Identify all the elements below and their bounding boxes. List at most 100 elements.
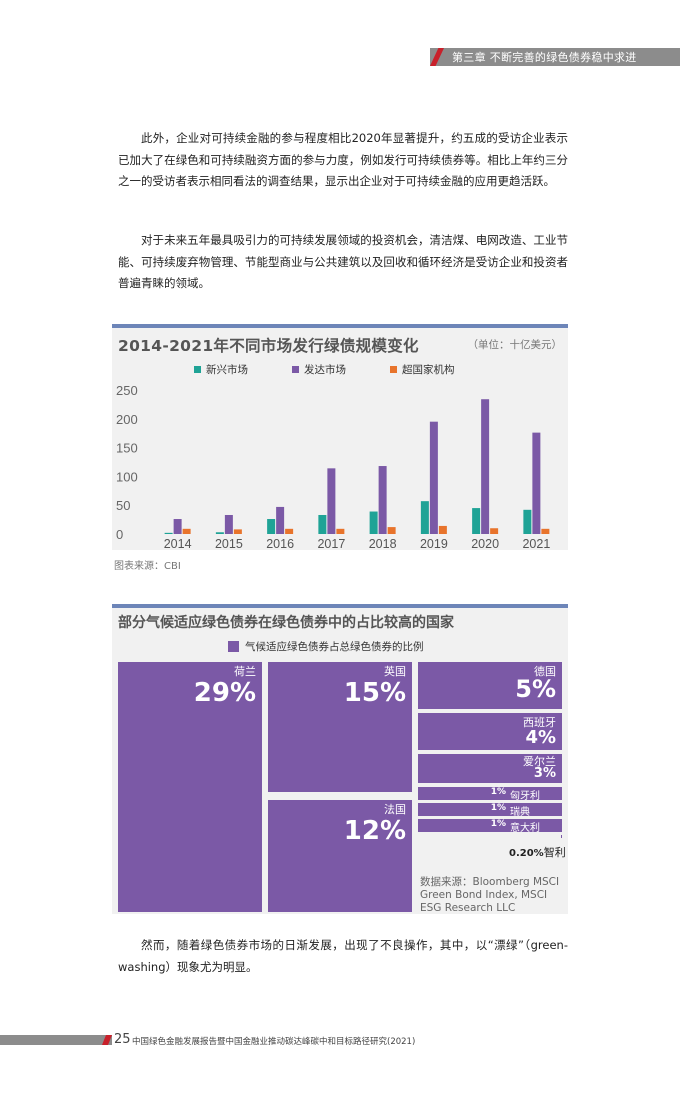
tile-label: 法国 xyxy=(384,803,406,816)
tile-netherlands: 荷兰 29% xyxy=(118,662,262,912)
bar-2014-series-2 xyxy=(182,528,191,534)
bar-2018-series-2 xyxy=(387,527,396,534)
tile-value: 1% xyxy=(490,787,506,797)
y-tick-label: 50 xyxy=(116,498,130,513)
legend-swatch xyxy=(292,366,299,373)
y-tick-label: 100 xyxy=(116,469,138,484)
bar-2016-series-1 xyxy=(276,506,285,534)
legend-swatch xyxy=(390,366,397,373)
bar-2021-series-2 xyxy=(541,528,550,534)
tile-value: 29% xyxy=(193,678,256,708)
chart-title: 部分气候适应绿色债券在绿色债券中的占比较高的国家 xyxy=(118,615,454,631)
paragraph-2: 对于未来五年最具吸引力的可持续发展领域的投资机会，清洁煤、电网改造、工业节能、可… xyxy=(118,233,568,290)
tile-label: 德国 xyxy=(534,665,556,678)
legend-label: 气候适应绿色债券占总绿色债券的比例 xyxy=(245,641,424,653)
legend-item-developed: 发达市场 xyxy=(292,362,346,377)
bar-2018-series-1 xyxy=(378,466,387,534)
tile-value: 3% xyxy=(533,766,556,781)
bar-2017-series-0 xyxy=(318,514,327,534)
y-tick-label: 150 xyxy=(116,441,138,456)
bar-2015-series-1 xyxy=(224,514,233,534)
y-tick-label: 0 xyxy=(116,527,123,542)
page-number: 25 xyxy=(114,1032,131,1047)
bar-2017-series-1 xyxy=(327,468,336,534)
footer-title: 中国绿色金融发展报告暨中国金融业推动碳达峰碳中和目标路径研究(2021) xyxy=(132,1037,416,1047)
legend-label: 超国家机构 xyxy=(402,364,455,376)
x-tick-label: 2017 xyxy=(317,537,345,551)
bar-2020-series-2 xyxy=(490,528,499,534)
y-tick-label: 200 xyxy=(116,412,138,427)
tile-label: 英国 xyxy=(384,665,406,678)
chart-source: 数据来源：Bloomberg MSCI Green Bond Index, MS… xyxy=(420,876,560,914)
x-tick-label: 2018 xyxy=(369,537,397,551)
chapter-title: 第三章 不断完善的绿色债券稳中求进 xyxy=(452,51,637,64)
legend-swatch xyxy=(228,641,239,652)
x-tick-label: 2020 xyxy=(471,537,499,551)
tile-hungary: 1% 匈牙利 xyxy=(418,787,562,802)
chart-title: 2014-2021年不同市场发行绿债规模变化 xyxy=(118,337,419,355)
footer-accent xyxy=(102,1035,112,1045)
bar-2016-series-0 xyxy=(267,519,276,534)
tile-france: 法国 12% xyxy=(268,800,412,912)
y-tick-label: 250 xyxy=(116,383,138,398)
paragraph-1: 此外，企业对可持续金融的参与程度相比2020年显著提升，约五成的受访企业表示已加… xyxy=(118,131,568,188)
tile-chile-caption: 0.20%智利 xyxy=(509,844,566,860)
tile-uk: 英国 15% xyxy=(268,662,412,792)
tile-label: 爱尔兰 xyxy=(523,755,556,768)
tile-ireland: 爱尔兰 3% xyxy=(418,754,562,783)
tile-label: 西班牙 xyxy=(523,716,556,729)
legend-item-supranational: 超国家机构 xyxy=(390,362,455,377)
footer-bar xyxy=(0,1035,112,1045)
legend-swatch xyxy=(194,366,201,373)
tile-label: 瑞典 xyxy=(510,807,530,818)
bar-2021-series-0 xyxy=(523,509,532,534)
tile-label: 意大利 xyxy=(510,823,540,834)
tile-value: 12% xyxy=(343,816,406,846)
bar-chart-figure: 2014-2021年不同市场发行绿债规模变化 （单位：十亿美元） 新兴市场 发达… xyxy=(112,324,568,574)
tile-chile xyxy=(561,835,562,838)
bar-2014-series-0 xyxy=(164,532,173,534)
x-tick-label: 2019 xyxy=(420,537,448,551)
bar-chart-plot: 250 200 150 100 50 0 2014 2015 2016 2017 2018 2019 2… xyxy=(116,383,550,551)
x-tick-label: 2021 xyxy=(522,537,550,551)
bar-2017-series-2 xyxy=(336,528,345,534)
x-tick-label: 2014 xyxy=(164,537,192,551)
tile-germany: 德国 5% xyxy=(418,662,562,709)
tile-value: 0.20% xyxy=(509,848,544,859)
tile-sweden: 1% 瑞典 xyxy=(418,803,562,818)
bar-2014-series-1 xyxy=(173,519,182,534)
legend-label: 新兴市场 xyxy=(206,364,248,376)
chart-source: 图表来源：CBI xyxy=(114,561,181,572)
chart-panel xyxy=(112,328,568,550)
treemap-legend: 气候适应绿色债券占总绿色债券的比例 xyxy=(228,639,424,654)
header-bar xyxy=(430,48,680,66)
x-tick-label: 2016 xyxy=(266,537,294,551)
bar-2016-series-2 xyxy=(285,528,294,534)
bar-2019-series-1 xyxy=(429,421,438,534)
tile-value: 4% xyxy=(525,727,556,748)
bar-2015-series-2 xyxy=(233,529,242,534)
tile-value: 5% xyxy=(515,675,556,703)
tile-italy: 1% 意大利 xyxy=(418,819,562,834)
bar-2020-series-1 xyxy=(481,399,490,534)
bar-2018-series-0 xyxy=(369,511,378,534)
tile-spain: 西班牙 4% xyxy=(418,713,562,750)
bar-2019-series-2 xyxy=(438,525,447,534)
bar-2021-series-1 xyxy=(532,432,541,534)
tile-label: 匈牙利 xyxy=(510,791,540,802)
tile-label: 荷兰 xyxy=(234,665,256,678)
paragraph-3: 然而，随着绿色债券市场的日渐发展，出现了不良操作，其中，以“漂绿”（green-… xyxy=(118,938,568,974)
bar-2015-series-0 xyxy=(215,532,224,534)
tile-value: 1% xyxy=(490,819,506,829)
tile-value: 1% xyxy=(490,803,506,813)
tile-label: 智利 xyxy=(543,846,566,859)
tile-value: 15% xyxy=(343,678,406,708)
chart-top-rule xyxy=(112,324,568,328)
x-tick-label: 2015 xyxy=(215,537,243,551)
legend-label: 发达市场 xyxy=(304,364,346,376)
chart-unit: （单位：十亿美元） xyxy=(467,339,563,351)
bar-2020-series-0 xyxy=(472,508,481,534)
bar-2019-series-0 xyxy=(420,501,429,534)
treemap-figure: 部分气候适应绿色债券在绿色债券中的占比较高的国家 气候适应绿色债券占总绿色债券的… xyxy=(112,604,568,914)
chart-top-rule xyxy=(112,604,568,608)
